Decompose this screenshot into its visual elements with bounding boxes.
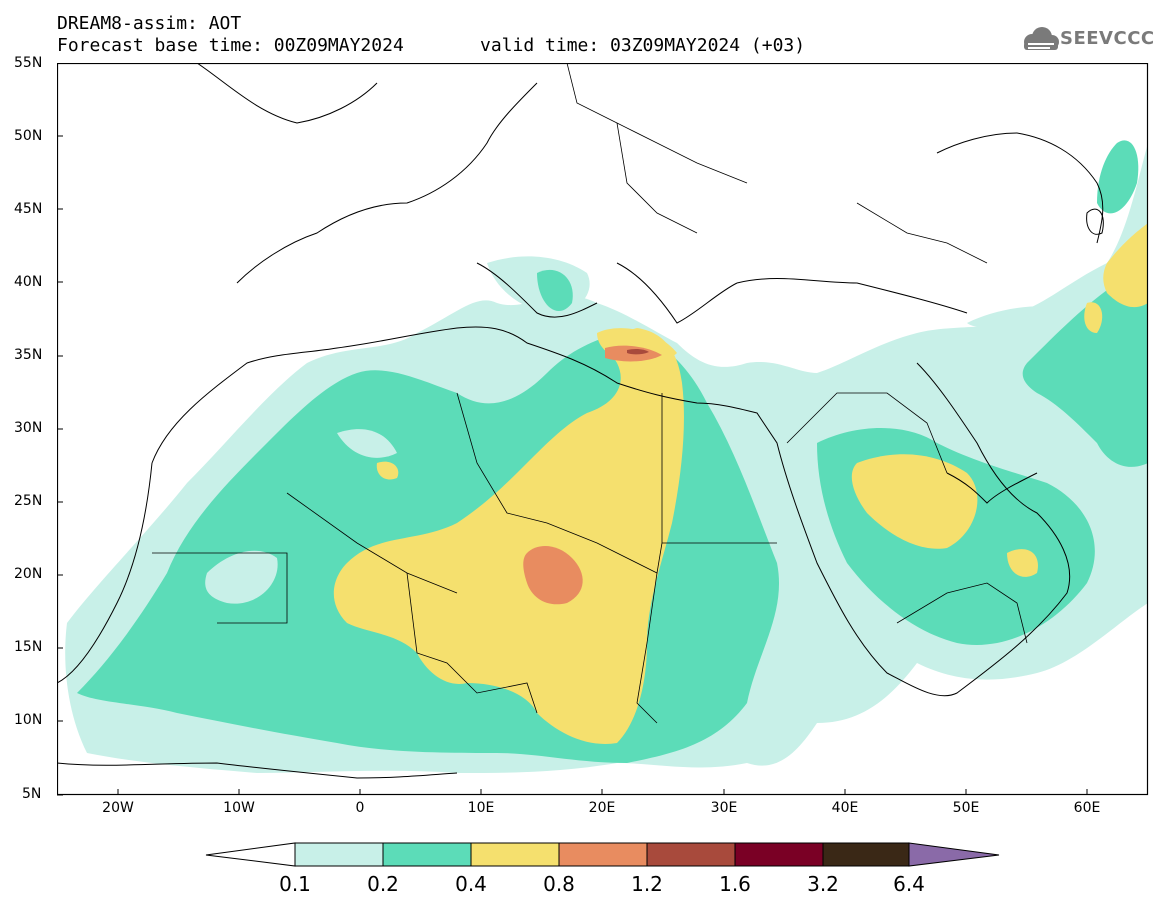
forecast-base-time: Forecast base time: 00Z09MAY2024 — [57, 35, 404, 56]
colorbar-bin-1-6 — [734, 842, 824, 867]
colorbar-under-arrow — [205, 842, 296, 867]
colorbar-label-3-2: 3.2 — [807, 872, 839, 896]
lon-label-60e: 60E — [1073, 800, 1101, 816]
map-title: DREAM8-assim: AOT — [57, 13, 242, 34]
lon-label-0: 0 — [355, 800, 365, 816]
lat-ticks — [57, 63, 63, 796]
colorbar-over-arrow — [908, 842, 1000, 867]
colorbar-bin-0-8 — [558, 842, 648, 867]
lon-label-30e: 30E — [710, 800, 738, 816]
cloud-icon — [1024, 27, 1059, 50]
colorbar-label-6-4: 6.4 — [893, 872, 925, 896]
lat-label-35n: 35N — [14, 347, 43, 363]
colorbar-label-0-2: 0.2 — [367, 872, 399, 896]
lon-label-20w: 20W — [102, 800, 134, 816]
colorbar-label-1-2: 1.2 — [631, 872, 663, 896]
lon-label-50e: 50E — [952, 800, 980, 816]
lon-label-10e: 10E — [467, 800, 495, 816]
lat-label-5n: 5N — [22, 786, 42, 802]
colorbar-label-0-8: 0.8 — [543, 872, 575, 896]
colorbar — [205, 842, 1000, 867]
lat-label-15n: 15N — [14, 639, 43, 655]
colorbar-bin-0-4 — [470, 842, 560, 867]
aot-map — [57, 63, 1149, 796]
colorbar-bin-1-2 — [646, 842, 736, 867]
colorbar-label-0-1: 0.1 — [279, 872, 311, 896]
lon-label-20e: 20E — [588, 800, 616, 816]
colorbar-label-1-6: 1.6 — [719, 872, 751, 896]
lat-label-30n: 30N — [14, 420, 43, 436]
logo-text: SEEVCCC — [1060, 28, 1155, 49]
lon-ticks — [117, 789, 1088, 795]
lat-label-55n: 55N — [14, 55, 43, 71]
colorbar-bin-3-2 — [822, 842, 910, 867]
lon-label-10w: 10W — [223, 800, 255, 816]
colorbar-bin-0-1 — [294, 842, 384, 867]
lat-label-40n: 40N — [14, 274, 43, 290]
lat-label-25n: 25N — [14, 493, 43, 509]
lat-label-45n: 45N — [14, 201, 43, 217]
lon-label-40e: 40E — [831, 800, 859, 816]
valid-time: valid time: 03Z09MAY2024 (+03) — [480, 35, 806, 56]
country-borders — [152, 63, 1028, 724]
aot-contour-1-2 — [627, 348, 649, 355]
colorbar-label-0-4: 0.4 — [455, 872, 487, 896]
colorbar-bin-0-2 — [382, 842, 472, 867]
lat-label-50n: 50N — [14, 128, 43, 144]
lat-label-20n: 20N — [14, 566, 43, 582]
coastlines — [57, 63, 1104, 779]
aot-contour-0-4 — [333, 223, 1148, 744]
lat-label-10n: 10N — [14, 712, 43, 728]
aot-contour-0-8 — [523, 345, 662, 605]
seevccc-logo — [1024, 27, 1059, 50]
